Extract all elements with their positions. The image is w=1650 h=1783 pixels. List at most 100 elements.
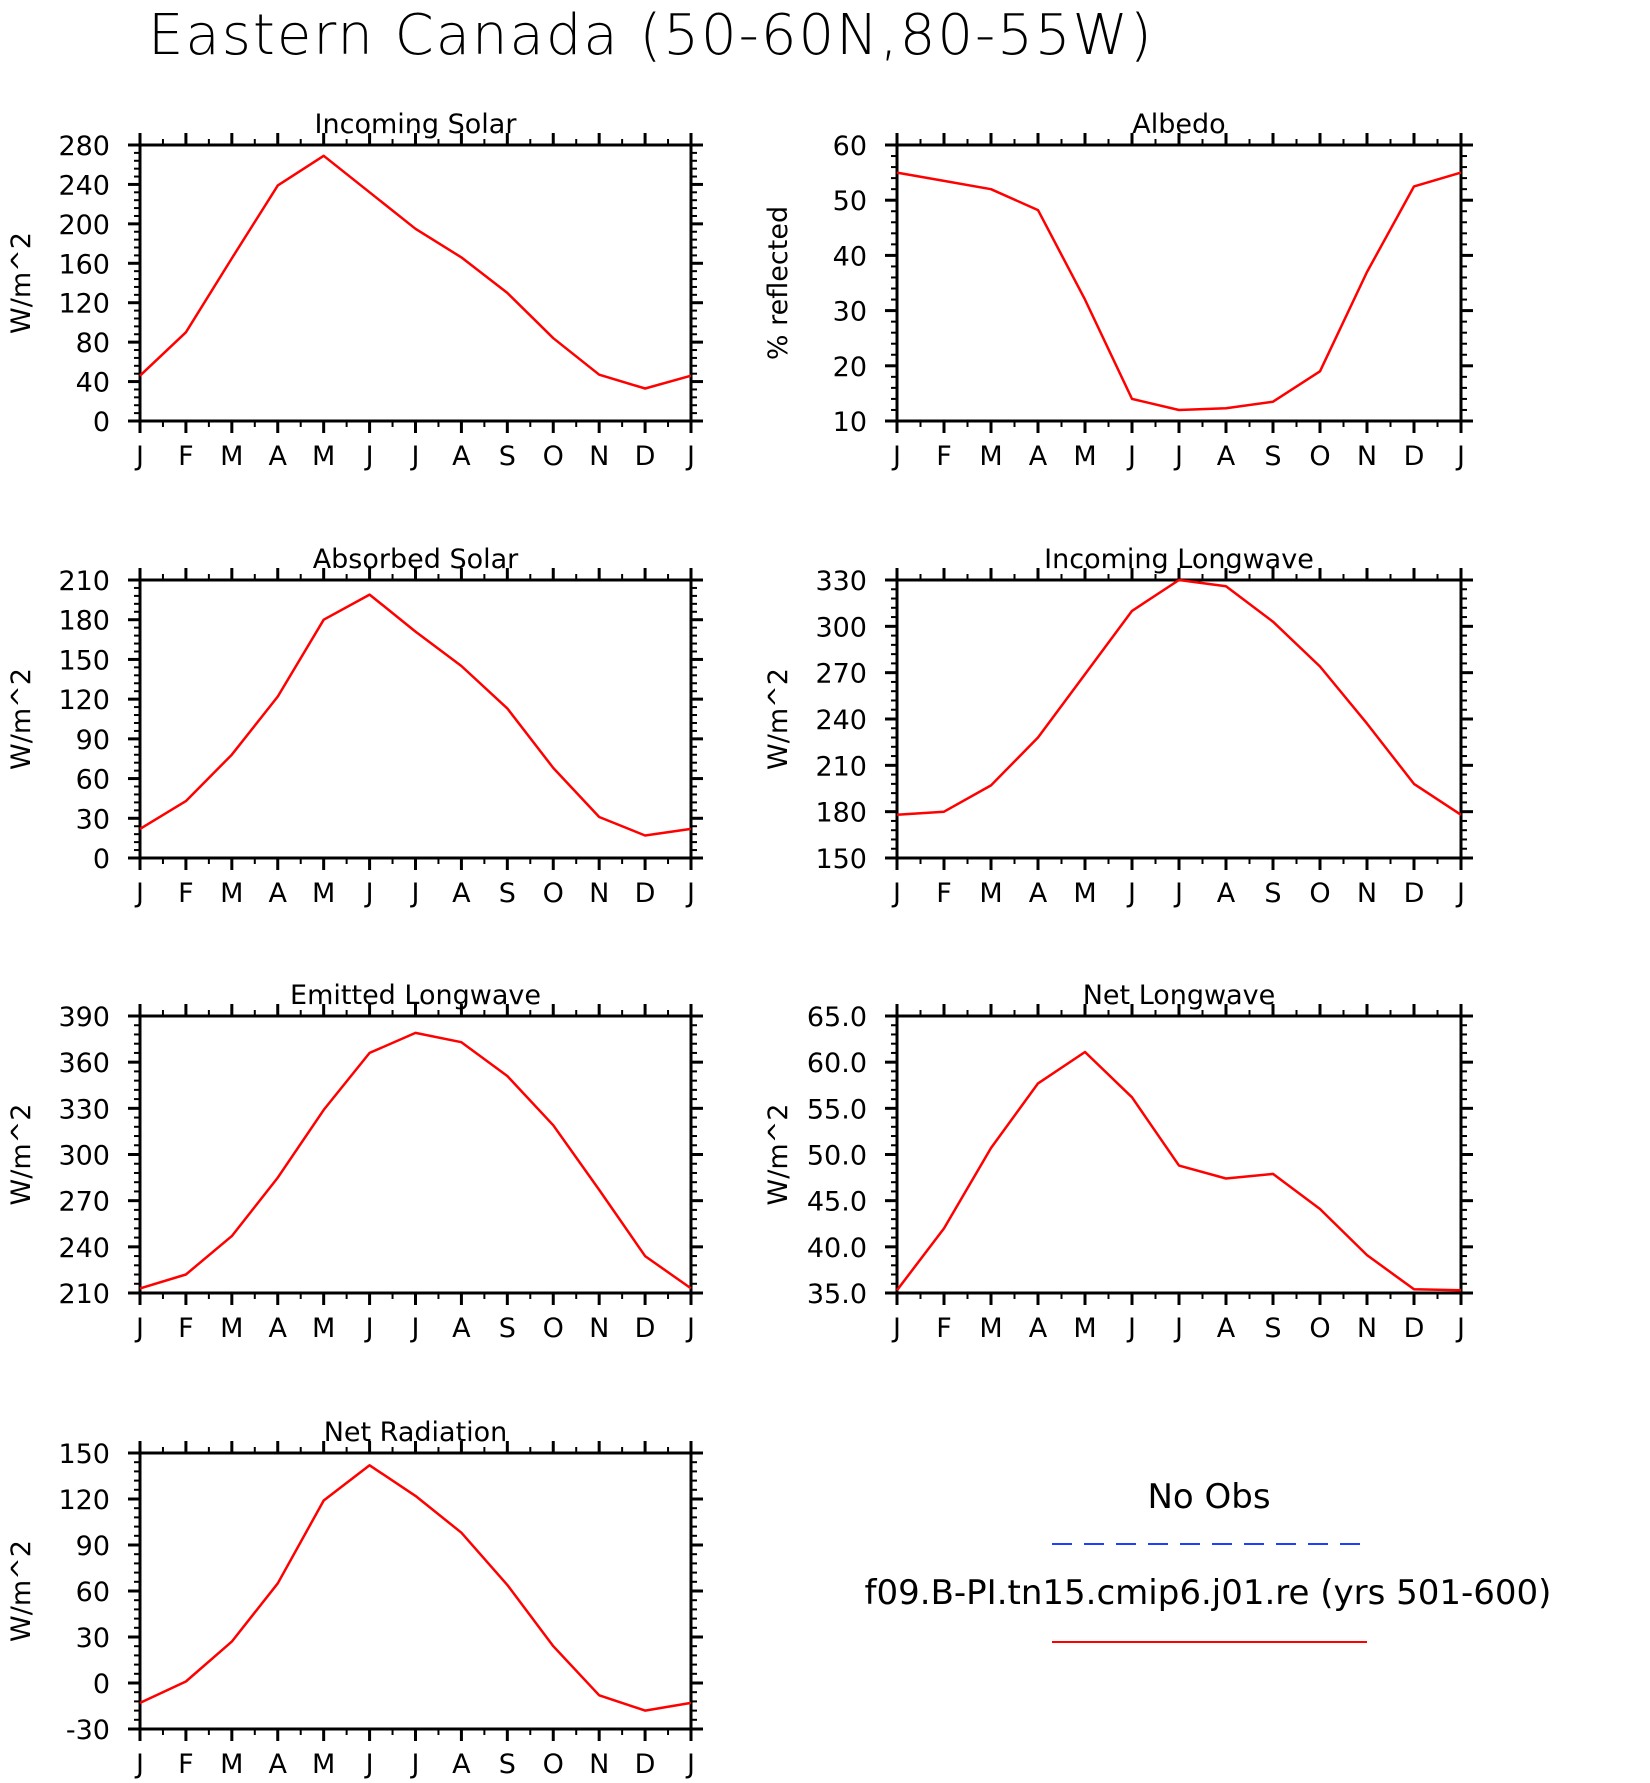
- plot-frame: [138, 578, 693, 860]
- y-axis-label: W/m^2: [6, 1540, 37, 1642]
- x-tick-label: J: [364, 1749, 374, 1780]
- x-tick-label: J: [364, 1313, 374, 1344]
- series-line-model: [896, 578, 1462, 817]
- y-tick-label: 360: [58, 1048, 110, 1079]
- series-line-model: [896, 171, 1462, 412]
- x-tick-label: D: [635, 1749, 656, 1780]
- x-tick-label: O: [543, 1313, 564, 1344]
- x-tick-label: J: [410, 441, 420, 472]
- x-tick-label: M: [979, 878, 1002, 909]
- series-line-model: [139, 593, 692, 837]
- x-tick-label: N: [589, 878, 609, 909]
- x-tick-label: F: [178, 1749, 194, 1780]
- y-tick-label: 55.0: [807, 1094, 867, 1125]
- legend-model-label: f09.B-PI.tn15.cmip6.j01.re (yrs 501-600): [865, 1573, 1552, 1613]
- x-tick-label: A: [269, 1313, 288, 1344]
- y-tick-label: 90: [76, 1531, 110, 1562]
- x-tick-label: N: [1357, 878, 1377, 909]
- y-axis-label: W/m^2: [6, 668, 37, 770]
- y-tick-label: 30: [833, 297, 867, 328]
- y-tick-label: 150: [58, 1439, 110, 1470]
- x-tick-label: D: [635, 1313, 656, 1344]
- x-tick-label: A: [452, 441, 471, 472]
- y-tick-label: 40: [76, 368, 110, 399]
- x-tick-label: N: [589, 1749, 609, 1780]
- y-tick-label: 200: [58, 210, 110, 241]
- y-tick-label: 120: [58, 1485, 110, 1516]
- y-tick-label: 30: [76, 1623, 110, 1654]
- x-tick-label: N: [1357, 1313, 1377, 1344]
- x-tick-label: M: [1073, 441, 1096, 472]
- y-tick-label: 10: [833, 407, 867, 438]
- x-tick-label: F: [178, 441, 194, 472]
- x-tick-label: J: [685, 1313, 695, 1344]
- x-tick-label: J: [685, 441, 695, 472]
- x-tick-label: D: [1404, 441, 1425, 472]
- x-tick-label: A: [269, 441, 288, 472]
- y-tick-label: 60.0: [807, 1048, 867, 1079]
- y-tick-label: 150: [815, 844, 867, 875]
- legend: No Obs f09.B-PI.tn15.cmip6.j01.re (yrs 5…: [865, 1477, 1552, 1643]
- x-tick-label: M: [312, 1749, 335, 1780]
- x-tick-label: M: [220, 441, 243, 472]
- x-tick-label: S: [1264, 441, 1281, 472]
- x-tick-label: A: [269, 1749, 288, 1780]
- x-tick-label: O: [1309, 878, 1330, 909]
- y-tick-label: 160: [58, 249, 110, 280]
- x-tick-label: J: [1173, 878, 1183, 909]
- x-tick-label: J: [410, 1313, 420, 1344]
- x-tick-label: N: [1357, 441, 1377, 472]
- x-tick-label: D: [1404, 878, 1425, 909]
- x-tick-label: M: [312, 441, 335, 472]
- y-tick-label: 35.0: [807, 1279, 867, 1310]
- y-tick-label: 180: [58, 606, 110, 637]
- x-tick-label: J: [891, 441, 901, 472]
- y-tick-label: 300: [815, 612, 867, 643]
- y-tick-label: 0: [93, 844, 110, 875]
- x-tick-label: A: [1029, 878, 1048, 909]
- y-tick-label: 60: [76, 765, 110, 796]
- x-tick-label: J: [134, 1313, 144, 1344]
- y-tick-label: 40.0: [807, 1233, 867, 1264]
- y-tick-label: 180: [815, 798, 867, 829]
- x-tick-label: O: [1309, 441, 1330, 472]
- x-tick-label: O: [543, 441, 564, 472]
- x-tick-label: M: [220, 878, 243, 909]
- y-tick-label: 330: [58, 1094, 110, 1125]
- plot-frame: [895, 578, 1463, 860]
- x-tick-label: S: [499, 441, 516, 472]
- y-tick-label: 270: [815, 659, 867, 690]
- y-tick-label: 0: [93, 1669, 110, 1700]
- x-tick-label: J: [134, 878, 144, 909]
- x-tick-label: M: [1073, 878, 1096, 909]
- x-tick-label: M: [1073, 1313, 1096, 1344]
- x-tick-label: A: [1029, 1313, 1048, 1344]
- x-tick-label: J: [1455, 1313, 1465, 1344]
- y-tick-label: 120: [58, 289, 110, 320]
- y-tick-label: 240: [815, 705, 867, 736]
- y-axis-label: % reflected: [763, 206, 794, 360]
- y-tick-label: 60: [833, 131, 867, 162]
- x-tick-label: D: [635, 878, 656, 909]
- y-tick-label: 50: [833, 186, 867, 217]
- y-tick-label: 150: [58, 645, 110, 676]
- x-tick-label: J: [364, 441, 374, 472]
- x-tick-label: A: [1217, 1313, 1236, 1344]
- y-tick-label: 45.0: [807, 1187, 867, 1218]
- y-tick-label: -30: [66, 1715, 110, 1746]
- y-tick-label: 20: [833, 352, 867, 383]
- x-tick-label: F: [936, 1313, 952, 1344]
- x-tick-label: O: [1309, 1313, 1330, 1344]
- y-axis-label: W/m^2: [6, 232, 37, 334]
- y-tick-label: 300: [58, 1141, 110, 1172]
- x-tick-label: S: [499, 878, 516, 909]
- x-tick-label: S: [1264, 1313, 1281, 1344]
- x-tick-label: J: [364, 878, 374, 909]
- x-tick-label: O: [543, 1749, 564, 1780]
